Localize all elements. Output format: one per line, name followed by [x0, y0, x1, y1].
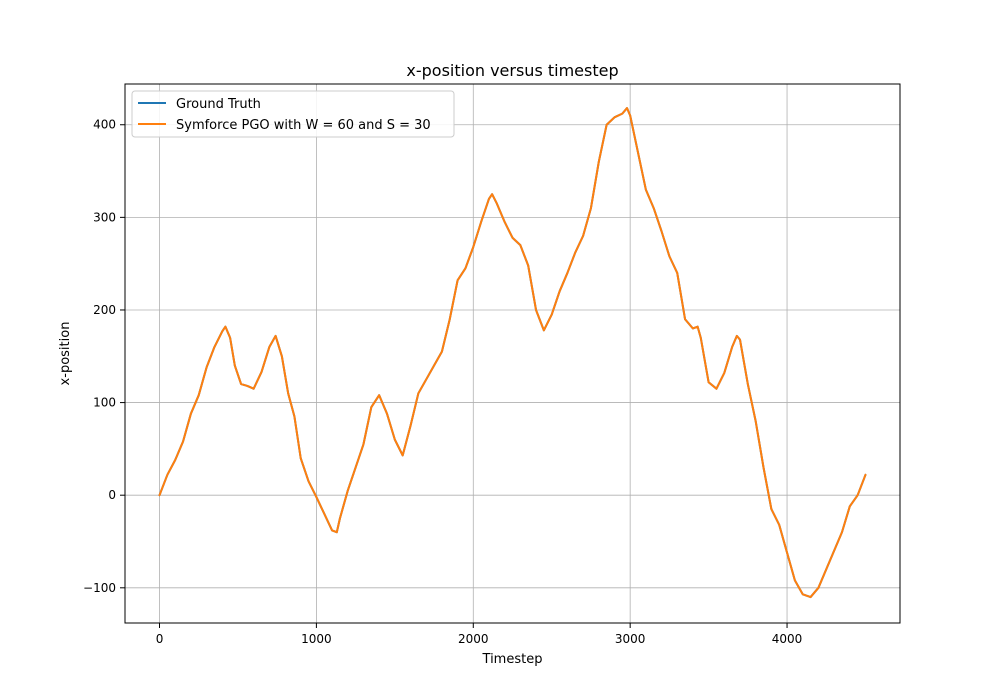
x-tick-label: 1000	[301, 632, 332, 646]
grid-lines	[125, 84, 900, 623]
legend-box	[131, 90, 455, 138]
chart-title: x-position versus timestep	[406, 61, 618, 80]
y-tick-label: 0	[108, 488, 116, 502]
plot-frame	[124, 83, 901, 624]
x-tick-label: 4000	[772, 632, 803, 646]
x-tick-label: 2000	[458, 632, 489, 646]
legend: Ground Truth Symforce PGO with W = 60 an…	[131, 90, 455, 138]
y-tick-label: 400	[93, 118, 116, 132]
series-lines	[158, 107, 867, 599]
y-tick-label: 300	[93, 210, 116, 224]
legend-label-symforce-pgo: Symforce PGO with W = 60 and S = 30	[176, 118, 431, 133]
legend-label-ground-truth: Ground Truth	[176, 97, 261, 112]
y-tick-label: 100	[93, 396, 116, 410]
y-tick-label: −100	[83, 581, 116, 595]
x-tick-label: 0	[156, 632, 164, 646]
x-tick-label: 3000	[615, 632, 646, 646]
axis-ticks: 0 1000 2000 3000 4000 −100 0 100 200 300 400	[83, 118, 802, 646]
y-tick-label: 200	[93, 303, 116, 317]
y-axis-label: x-position	[58, 322, 73, 386]
series-line-1	[158, 107, 867, 599]
x-axis-label: Timestep	[482, 652, 543, 667]
